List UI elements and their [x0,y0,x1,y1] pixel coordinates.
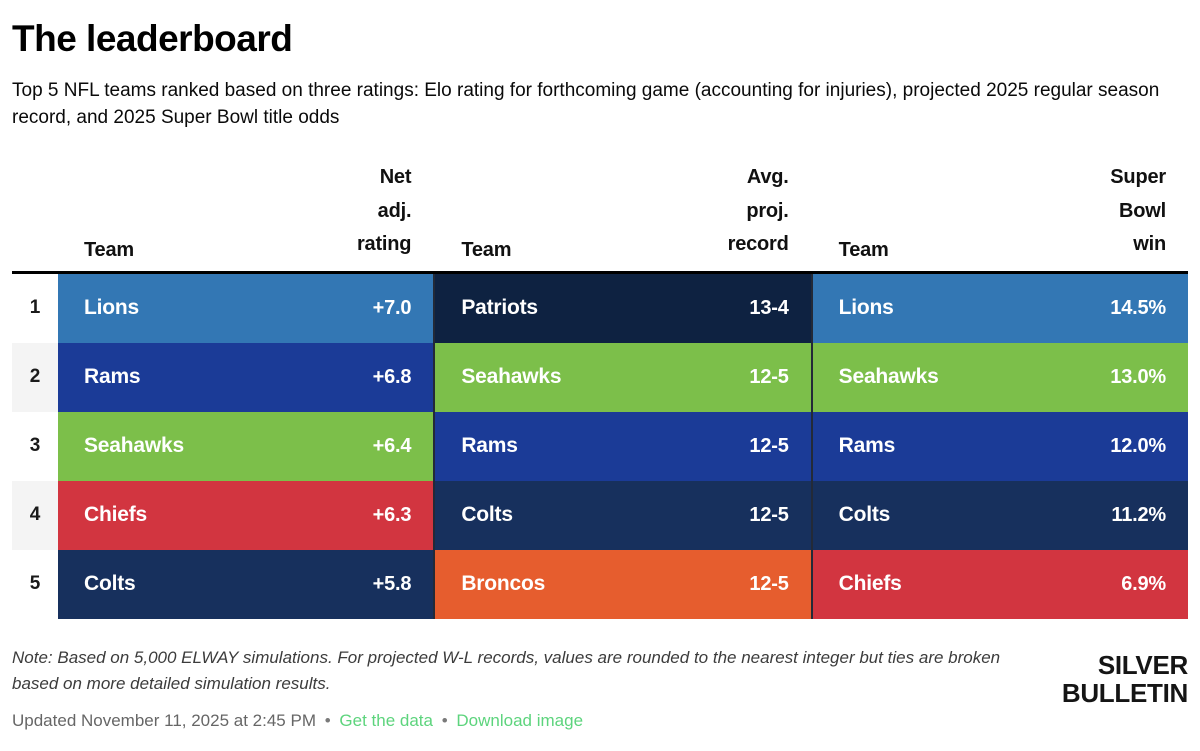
table-avg-proj-record: Patriots 13-4 Seahawks 12-5 Rams 12-5 Co… [433,273,811,619]
team-name: Colts [84,572,136,596]
table-row: Colts 11.2% [812,480,1188,550]
rank-label: 5 [29,573,41,595]
table-row: Lions +7.0 [58,273,434,343]
column-header-super-bowl-win: Super Bowl win [1110,166,1166,256]
column-header-team: Team [838,238,889,261]
table-row: Patriots 13-4 [435,273,811,343]
page-subtitle: Top 5 NFL teams ranked based on three ra… [12,80,1160,128]
team-name: Seahawks [838,365,939,389]
team-name: Colts [461,503,513,527]
table-row: Seahawks 12-5 [435,342,811,412]
footer: Note: Based on 5,000 ELWAY simulations. … [12,645,1188,731]
header-avg-proj-record: Team Avg. proj. record [435,161,810,262]
table-super-bowl-win: Lions 14.5% Seahawks 13.0% Rams 12.0% Co… [810,273,1188,619]
team-name: Rams [84,365,141,389]
table-header-row: Team Net adj. rating Team Avg. proj. rec… [12,150,1188,274]
page-title: The leaderboard [12,18,293,59]
table-row: Colts 12-5 [435,480,811,550]
team-name: Seahawks [84,434,184,458]
team-name: Broncos [461,572,546,596]
table-net-adj-rating: Lions +7.0 Rams +6.8 Seahawks +6.4 Chief… [58,273,434,619]
team-value: 13-4 [749,296,789,319]
footnote: Note: Based on 5,000 ELWAY simulations. … [12,647,1001,694]
column-header-avg-proj-record: Avg. proj. record [727,166,789,256]
team-name: Colts [838,503,891,527]
silver-bulletin-logo: SILVER BULLETIN [1062,651,1188,707]
team-name: Lions [838,296,894,320]
table-row: Seahawks 13.0% [812,342,1188,412]
team-value: 14.5% [1110,296,1166,319]
team-name: Rams [461,434,518,458]
rank-label: 4 [12,480,58,550]
rank-label: 2 [12,342,58,412]
rank-label: 3 [29,435,41,457]
table-row: Chiefs +6.3 [58,480,434,550]
table-row: Rams +6.8 [58,342,434,412]
team-name: Lions [84,296,139,320]
bullet-separator: • [441,710,448,730]
bullet-separator: • [324,710,331,730]
rank-label: 1 [29,297,41,319]
header-net-adj-rating: Team Net adj. rating [58,161,433,262]
table-row: Rams 12.0% [812,411,1188,481]
team-value: 12-5 [749,503,789,526]
table-row: Chiefs 6.9% [812,549,1188,619]
team-value: 6.9% [1121,572,1166,595]
team-value: 12-5 [749,365,789,388]
rank-column: 1 2 3 4 5 [12,274,58,619]
logo-line-1: SILVER [1097,649,1188,680]
table-row: Colts +5.8 [58,549,434,619]
download-image-link[interactable]: Download image [456,710,584,730]
team-value: 12-5 [749,434,789,457]
updated-line: Updated November 11, 2025 at 2:45 PM • G… [12,711,1176,731]
table-row: Seahawks +6.4 [58,411,434,481]
team-value: +6.3 [372,503,412,526]
team-value: 11.2% [1111,503,1166,526]
team-value: +6.8 [372,365,412,388]
team-name: Rams [838,434,896,458]
leaderboard-table: Team Net adj. rating Team Avg. proj. rec… [12,150,1188,619]
team-value: 12.0% [1110,434,1166,457]
team-value: +6.4 [372,434,412,457]
column-header-net-adj-rating: Net adj. rating [356,166,412,256]
team-name: Chiefs [838,572,902,596]
column-header-team: Team [84,238,134,261]
get-the-data-link[interactable]: Get the data [339,710,433,730]
table-body: 1 2 3 4 5 Lions +7.0 Rams +6.8 Seahawks … [12,273,1188,619]
logo-line-2: BULLETIN [1061,678,1188,709]
team-value: 13.0% [1110,365,1166,388]
table-row: Lions 14.5% [812,273,1188,343]
team-value: 12-5 [749,572,789,595]
column-header-team: Team [461,238,512,261]
team-value: +5.8 [372,572,412,595]
team-name: Seahawks [461,365,562,389]
updated-timestamp: Updated November 11, 2025 at 2:45 PM [12,710,316,730]
leaderboard-graphic: The leaderboard Top 5 NFL teams ranked b… [12,18,1188,731]
table-row: Broncos 12-5 [435,549,811,619]
table-row: Rams 12-5 [435,411,811,481]
team-name: Chiefs [84,503,147,527]
team-value: +7.0 [372,296,412,319]
team-name: Patriots [461,296,538,320]
header-super-bowl-win: Team Super Bowl win [813,161,1188,262]
